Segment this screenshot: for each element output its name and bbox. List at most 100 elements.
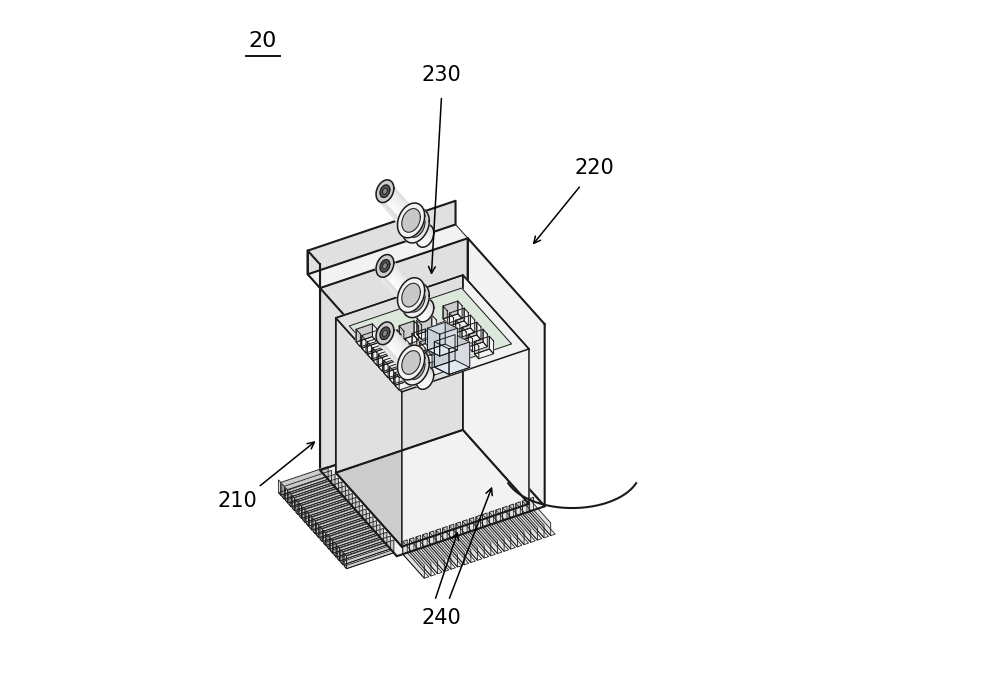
Polygon shape — [503, 507, 507, 520]
Polygon shape — [469, 530, 495, 556]
Polygon shape — [356, 324, 377, 334]
Polygon shape — [384, 277, 425, 322]
Polygon shape — [420, 342, 425, 365]
Polygon shape — [378, 275, 419, 321]
Polygon shape — [384, 360, 388, 378]
Polygon shape — [292, 495, 295, 511]
Polygon shape — [336, 318, 402, 547]
Polygon shape — [414, 310, 420, 316]
Polygon shape — [393, 192, 433, 238]
Polygon shape — [399, 326, 404, 346]
Polygon shape — [376, 254, 394, 277]
Polygon shape — [367, 336, 388, 346]
Polygon shape — [406, 213, 425, 238]
Polygon shape — [384, 355, 400, 373]
Polygon shape — [376, 196, 416, 242]
Polygon shape — [377, 272, 417, 318]
Polygon shape — [440, 328, 457, 356]
Polygon shape — [406, 380, 411, 385]
Polygon shape — [516, 515, 542, 540]
Polygon shape — [464, 308, 468, 326]
Polygon shape — [420, 370, 426, 377]
Polygon shape — [392, 336, 433, 382]
Polygon shape — [381, 277, 421, 322]
Polygon shape — [412, 378, 419, 384]
Polygon shape — [407, 238, 413, 243]
Polygon shape — [380, 277, 420, 322]
Polygon shape — [412, 344, 430, 353]
Polygon shape — [399, 308, 405, 314]
Polygon shape — [378, 201, 419, 246]
Polygon shape — [383, 277, 424, 322]
Polygon shape — [475, 336, 489, 354]
Polygon shape — [411, 311, 417, 317]
Polygon shape — [432, 315, 436, 335]
Polygon shape — [397, 299, 402, 306]
Polygon shape — [456, 320, 460, 337]
Polygon shape — [394, 331, 434, 377]
Polygon shape — [403, 237, 409, 243]
Polygon shape — [398, 371, 403, 377]
Polygon shape — [362, 330, 378, 349]
Text: 240: 240 — [422, 608, 461, 628]
Polygon shape — [436, 541, 462, 567]
Polygon shape — [394, 343, 398, 362]
Polygon shape — [463, 275, 529, 504]
Polygon shape — [377, 200, 418, 245]
Polygon shape — [406, 288, 425, 312]
Polygon shape — [401, 310, 407, 316]
Polygon shape — [376, 269, 416, 315]
Polygon shape — [529, 499, 551, 536]
Polygon shape — [410, 237, 416, 243]
Polygon shape — [388, 274, 429, 320]
Polygon shape — [397, 330, 401, 347]
Polygon shape — [425, 356, 429, 363]
Polygon shape — [523, 512, 548, 538]
Polygon shape — [402, 351, 429, 385]
Polygon shape — [440, 345, 445, 371]
Polygon shape — [489, 512, 511, 549]
Polygon shape — [376, 267, 416, 313]
Polygon shape — [341, 550, 343, 565]
Polygon shape — [496, 509, 500, 523]
Polygon shape — [417, 315, 436, 325]
Polygon shape — [423, 363, 429, 370]
Polygon shape — [320, 523, 370, 542]
Polygon shape — [399, 233, 405, 239]
Polygon shape — [414, 377, 420, 383]
Polygon shape — [399, 374, 404, 380]
Polygon shape — [385, 277, 426, 322]
Polygon shape — [400, 234, 406, 240]
Polygon shape — [402, 208, 429, 243]
Polygon shape — [416, 548, 442, 574]
Polygon shape — [443, 528, 464, 565]
Polygon shape — [376, 338, 416, 384]
Polygon shape — [380, 260, 390, 272]
Polygon shape — [390, 272, 431, 317]
Polygon shape — [402, 378, 408, 384]
Polygon shape — [340, 532, 387, 561]
Polygon shape — [387, 201, 428, 246]
Polygon shape — [414, 235, 420, 241]
Polygon shape — [337, 543, 387, 561]
Polygon shape — [458, 301, 462, 319]
Polygon shape — [394, 262, 434, 308]
Polygon shape — [427, 345, 440, 370]
Polygon shape — [395, 367, 415, 378]
Polygon shape — [384, 202, 425, 247]
Polygon shape — [425, 329, 430, 349]
Polygon shape — [516, 503, 537, 540]
Polygon shape — [376, 195, 416, 241]
Polygon shape — [415, 308, 421, 315]
Polygon shape — [403, 379, 409, 385]
Polygon shape — [404, 312, 410, 317]
Polygon shape — [468, 342, 487, 352]
Polygon shape — [397, 365, 402, 372]
Polygon shape — [398, 372, 403, 378]
Polygon shape — [475, 349, 494, 359]
Polygon shape — [423, 535, 444, 572]
Polygon shape — [378, 349, 399, 359]
Polygon shape — [523, 500, 527, 514]
Polygon shape — [391, 338, 431, 384]
Polygon shape — [376, 335, 416, 381]
